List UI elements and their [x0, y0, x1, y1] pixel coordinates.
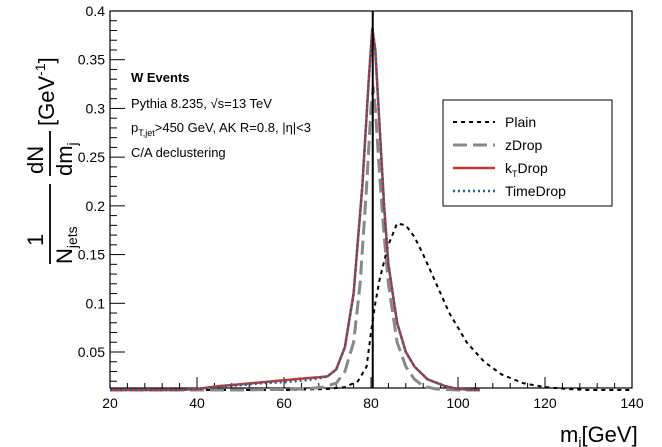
x-axis-label-main: m [560, 422, 578, 447]
x-axis-label-unit: [GeV] [581, 422, 637, 447]
y-axis-one: 1 [23, 234, 48, 246]
x-tick-label: 60 [276, 395, 292, 411]
series-line-zdrop [110, 85, 480, 392]
y-axis-label: 1 Njets dN dmj [GeV-1] [23, 57, 80, 264]
series-line-plain [110, 222, 632, 391]
y-tick-label: 0.25 [78, 149, 105, 165]
annotation-title: W Events [131, 70, 190, 85]
annotation-cut-prefix: p [131, 120, 138, 135]
x-tick-label: 40 [189, 395, 205, 411]
x-tick-label: 140 [620, 395, 644, 411]
y-axis-dn: dN [23, 146, 48, 174]
legend: Plain zDrop kTDrop TimeDrop [442, 99, 613, 207]
series-curves [110, 26, 632, 392]
annotation-generator: Pythia 8.235, √s=13 TeV [131, 96, 272, 111]
x-axis-label: mj[GeV] [560, 422, 638, 447]
y-axis-dm: dmj [52, 142, 80, 176]
y-tick-label: 0.2 [86, 198, 106, 214]
y-tick-label: 0.4 [86, 3, 106, 19]
axis-ticks: 20 40 60 80 100 120 140 0.05 0.1 0.15 0.2 0.25 0.3 0.… [78, 3, 644, 411]
legend-label-ktdrop: kTDrop [505, 160, 548, 179]
annotation-cuts: pT,jet>450 GeV, AK R=0.8, |η|<3 [131, 120, 311, 138]
annotation-cut-sub: T,jet [138, 128, 155, 138]
x-tick-label: 100 [446, 395, 470, 411]
y-tick-label: 0.1 [86, 295, 106, 311]
y-tick-label: 0.35 [78, 52, 105, 68]
y-tick-label: 0.15 [78, 247, 105, 263]
y-tick-label: 0.05 [78, 344, 105, 360]
legend-label-zdrop: zDrop [505, 137, 543, 153]
x-tick-label: 120 [533, 395, 557, 411]
x-axis-label-sub: j [577, 434, 581, 447]
x-tick-label: 20 [102, 395, 118, 411]
legend-label-timedrop: TimeDrop [505, 183, 566, 199]
annotation-declustering: C/A declustering [131, 145, 226, 160]
x-tick-label: 80 [363, 395, 379, 411]
y-axis-unit: [GeV-1] [32, 57, 59, 126]
legend-label-plain: Plain [505, 114, 536, 130]
y-axis-njets: Njets [52, 226, 80, 264]
annotation-cut-text: >450 GeV, AK R=0.8, |η|<3 [155, 120, 311, 135]
y-tick-label: 0.3 [86, 100, 106, 116]
legend-box [442, 99, 613, 207]
series-line-timedrop [110, 26, 480, 392]
